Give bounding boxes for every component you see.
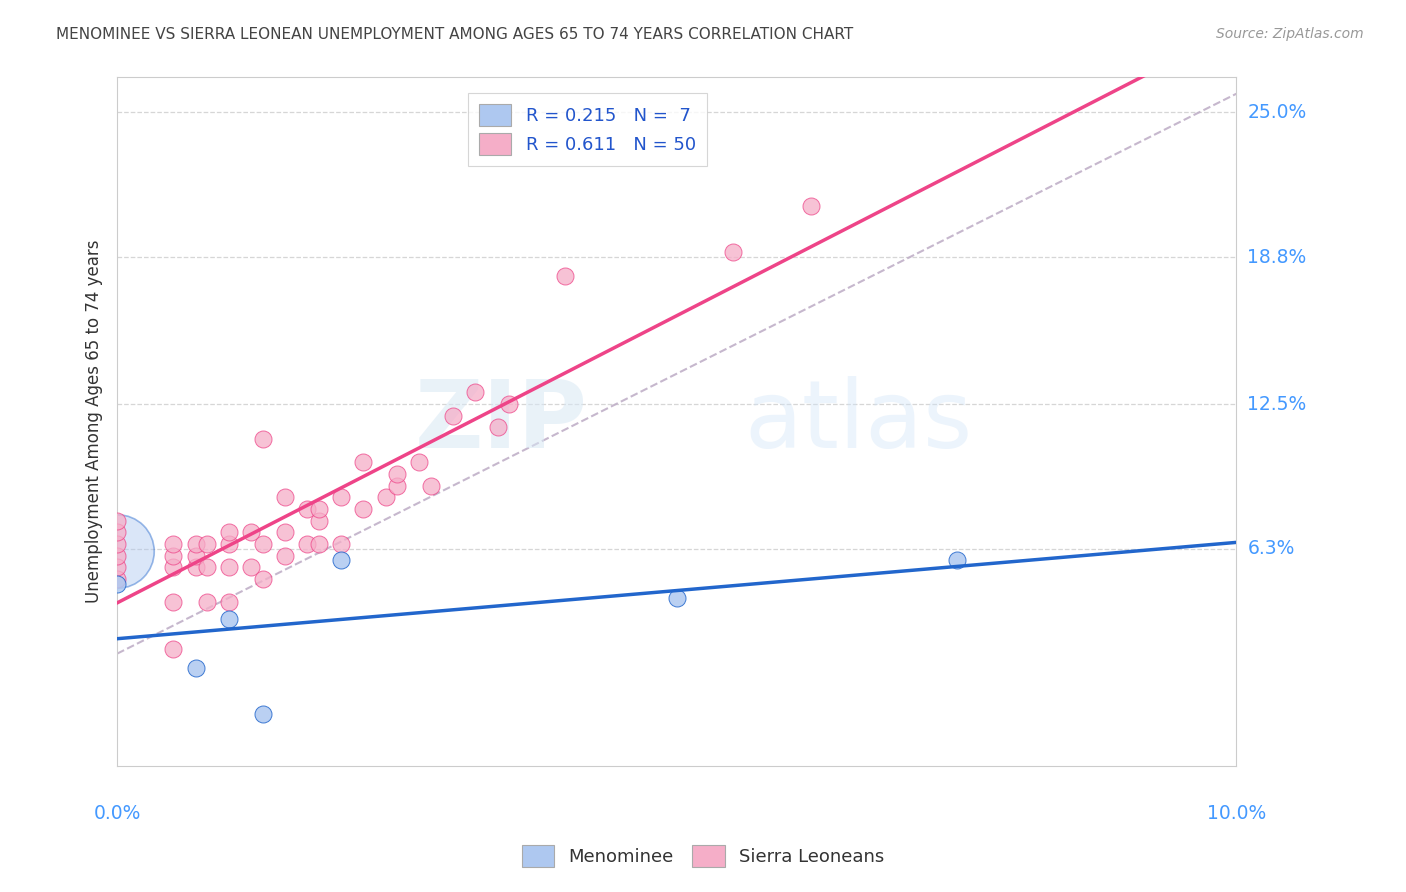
Point [374, 491, 396, 505]
Text: 6.3%: 6.3% [1247, 539, 1295, 558]
Point [218, 595, 240, 609]
Text: 0.0%: 0.0% [94, 805, 141, 823]
Point [252, 432, 274, 446]
Point [308, 537, 330, 551]
Point [274, 549, 297, 563]
Point [274, 525, 297, 540]
Point [252, 537, 274, 551]
Text: 10.0%: 10.0% [1206, 805, 1265, 823]
Point [441, 409, 464, 423]
Point [330, 537, 353, 551]
Point [252, 572, 274, 586]
Point [218, 525, 240, 540]
Point [665, 591, 688, 605]
Point [105, 549, 128, 563]
Point [498, 397, 520, 411]
Legend: R = 0.215   N =  7, R = 0.611   N = 50: R = 0.215 N = 7, R = 0.611 N = 50 [468, 94, 707, 166]
Point [464, 385, 486, 400]
Text: MENOMINEE VS SIERRA LEONEAN UNEMPLOYMENT AMONG AGES 65 TO 74 YEARS CORRELATION C: MENOMINEE VS SIERRA LEONEAN UNEMPLOYMENT… [56, 27, 853, 42]
Text: Source: ZipAtlas.com: Source: ZipAtlas.com [1216, 27, 1364, 41]
Point [385, 467, 408, 481]
Point [162, 642, 184, 657]
Y-axis label: Unemployment Among Ages 65 to 74 years: Unemployment Among Ages 65 to 74 years [86, 240, 103, 603]
Point [218, 537, 240, 551]
Point [240, 560, 263, 574]
Point [184, 549, 207, 563]
Text: ZIP: ZIP [415, 376, 588, 467]
Point [297, 502, 319, 516]
Point [105, 544, 128, 558]
Point [408, 455, 430, 469]
Point [945, 553, 967, 567]
Point [352, 455, 374, 469]
Point [184, 660, 207, 674]
Point [240, 525, 263, 540]
Point [195, 560, 218, 574]
Point [352, 502, 374, 516]
Point [800, 199, 823, 213]
Point [330, 553, 353, 567]
Text: atlas: atlas [744, 376, 972, 467]
Point [162, 537, 184, 551]
Point [105, 514, 128, 528]
Point [184, 537, 207, 551]
Point [252, 707, 274, 722]
Point [330, 491, 353, 505]
Point [308, 514, 330, 528]
Point [218, 560, 240, 574]
Point [105, 572, 128, 586]
Legend: Menominee, Sierra Leoneans: Menominee, Sierra Leoneans [515, 838, 891, 874]
Point [218, 612, 240, 626]
Point [554, 268, 576, 283]
Point [297, 537, 319, 551]
Point [195, 537, 218, 551]
Point [105, 525, 128, 540]
Point [274, 491, 297, 505]
Point [162, 549, 184, 563]
Point [195, 595, 218, 609]
Text: 18.8%: 18.8% [1247, 248, 1306, 267]
Point [385, 478, 408, 492]
Text: 12.5%: 12.5% [1247, 394, 1306, 414]
Point [486, 420, 509, 434]
Point [105, 560, 128, 574]
Point [105, 576, 128, 591]
Point [308, 502, 330, 516]
Text: 25.0%: 25.0% [1247, 103, 1306, 122]
Point [162, 560, 184, 574]
Point [105, 537, 128, 551]
Point [162, 595, 184, 609]
Point [721, 245, 744, 260]
Point [419, 478, 441, 492]
Point [184, 560, 207, 574]
